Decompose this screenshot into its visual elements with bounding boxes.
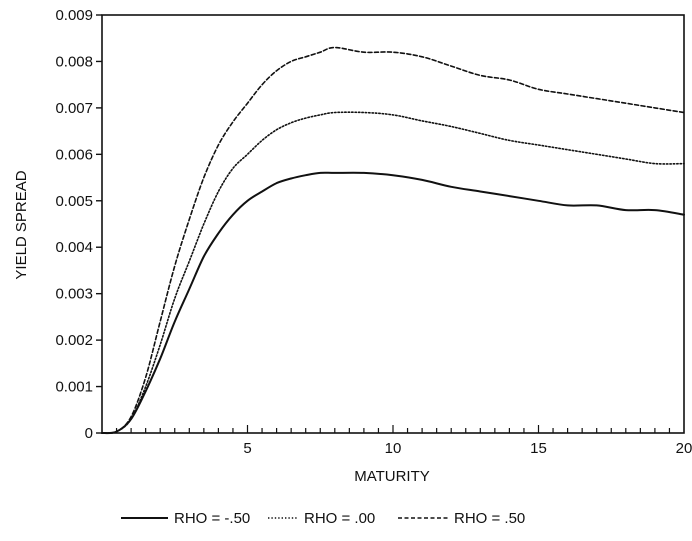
legend-label-2: RHO = .00: [304, 510, 375, 527]
y-tick-label: 0: [85, 425, 93, 442]
x-axis-label: MATURITY: [354, 468, 430, 485]
y-tick-label: 0.003: [55, 286, 93, 303]
y-tick-label: 0.007: [55, 100, 93, 117]
series-line-1: [101, 171, 685, 435]
y-tick-label: 0.008: [55, 53, 93, 70]
y-axis: 0 0.001 0.002 0.003 0.004 0.005 0.006 0.007 0.00…: [55, 7, 102, 442]
x-tick-label: 10: [385, 440, 402, 457]
series-line-3: [101, 46, 685, 435]
y-tick-label: 0.006: [55, 146, 93, 163]
legend-label-1: RHO = -.50: [174, 510, 250, 527]
series-line-2: [101, 111, 685, 434]
y-axis-label: YIELD SPREAD: [13, 170, 30, 279]
x-tick-label: 15: [530, 440, 547, 457]
x-tick-label: 5: [243, 440, 251, 457]
y-tick-label: 0.009: [55, 7, 93, 24]
y-tick-label: 0.004: [55, 239, 93, 256]
plot-frame-rect: [101, 14, 685, 434]
y-tick-label: 0.005: [55, 193, 93, 210]
plot-frame: [101, 14, 685, 434]
legend-label-3: RHO = .50: [454, 510, 525, 527]
y-tick-label: 0.002: [55, 332, 93, 349]
legend: RHO = -.50 RHO = .00 RHO = .50: [121, 510, 525, 527]
series-lines: [101, 46, 685, 435]
y-tick-label: 0.001: [55, 379, 93, 396]
x-tick-label: 20: [676, 440, 692, 457]
x-axis: 5 10 15 20: [115, 425, 692, 457]
